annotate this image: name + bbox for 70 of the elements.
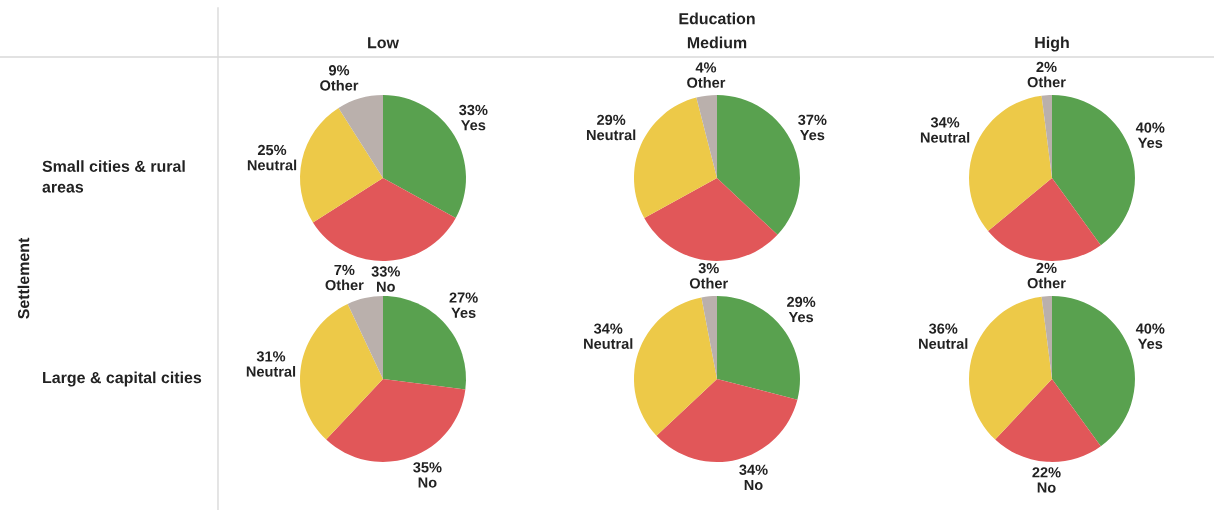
slice-label: Yes (800, 130, 825, 141)
slice-label: No (1037, 482, 1056, 493)
chart-subtitle: Low (368, 37, 399, 49)
slice-label: Neutral (586, 129, 636, 141)
data-label: 34% (593, 323, 623, 334)
data-label: 29% (597, 114, 626, 125)
slice-label: Other (1027, 277, 1066, 289)
pie-slice (701, 296, 717, 379)
slice-label: Neutral (246, 366, 296, 377)
slice-label: Other (1027, 76, 1066, 88)
data-label: 34% (739, 464, 768, 475)
pie-slice (988, 178, 1101, 261)
data-label: 7% (334, 264, 355, 276)
pie-slice (644, 178, 778, 261)
slice-label: Other (689, 277, 728, 289)
data-label: 29% (787, 296, 816, 308)
slice-label: Other (687, 77, 726, 88)
slice-label: Neutral (247, 159, 297, 171)
data-label: 40% (1135, 122, 1165, 133)
slice-label: Yes (788, 312, 814, 323)
text: Settlement (17, 237, 30, 319)
pie-slice (326, 379, 466, 462)
data-label: 4% (695, 62, 717, 73)
slice-label: Other (320, 79, 359, 91)
data-label: 33% (459, 104, 488, 116)
slice-label: No (418, 477, 437, 488)
chart-subtitle: High (1035, 36, 1069, 52)
slice-label: No (744, 479, 763, 491)
slice-label: Yes (461, 120, 486, 131)
pie-slice (1052, 296, 1135, 447)
pie-slice (338, 95, 383, 178)
slice-label: Other (325, 279, 364, 291)
pie-slice (717, 95, 800, 235)
slice-label: Yes (1137, 338, 1163, 349)
data-label: 27% (449, 292, 478, 303)
chart-subtitle: Medium (687, 36, 747, 49)
data-label: 35% (413, 462, 442, 473)
data-label: 3% (698, 263, 719, 274)
pie-slice (656, 379, 798, 462)
text: Large & capital cities (43, 371, 202, 387)
data-label: 34% (930, 117, 960, 128)
slice-label: Neutral (584, 338, 633, 349)
pie-slice (634, 297, 717, 436)
pie-slice (312, 178, 456, 261)
data-label: 31% (256, 351, 286, 362)
data-label: 25% (257, 144, 287, 156)
pie-slice (969, 95, 1052, 231)
chart-title: Education (679, 12, 755, 25)
slice-label: Yes (451, 307, 476, 318)
data-label: 2% (1036, 61, 1057, 73)
data-label: 2% (1036, 262, 1057, 274)
pie-slice (300, 107, 383, 223)
pie-slice (1052, 95, 1135, 246)
slice-label: Yes (1137, 137, 1163, 148)
data-label: 37% (798, 114, 827, 126)
pie-slice (634, 97, 717, 218)
slice-label: Neutral (920, 132, 970, 143)
slice-label: No (377, 281, 395, 292)
data-label: 33% (371, 266, 400, 277)
pie-slice (347, 296, 383, 379)
pie-slice (300, 303, 383, 440)
data-label: 22% (1032, 467, 1061, 478)
pie-slice (969, 296, 1052, 440)
data-label: 9% (328, 65, 350, 76)
pie-slice (696, 95, 717, 178)
text: Small cities & rural areas (42, 160, 185, 193)
pie-slice (995, 379, 1101, 462)
data-label: 40% (1135, 323, 1165, 334)
data-label: 36% (928, 323, 958, 334)
slice-label: Neutral (919, 338, 968, 349)
